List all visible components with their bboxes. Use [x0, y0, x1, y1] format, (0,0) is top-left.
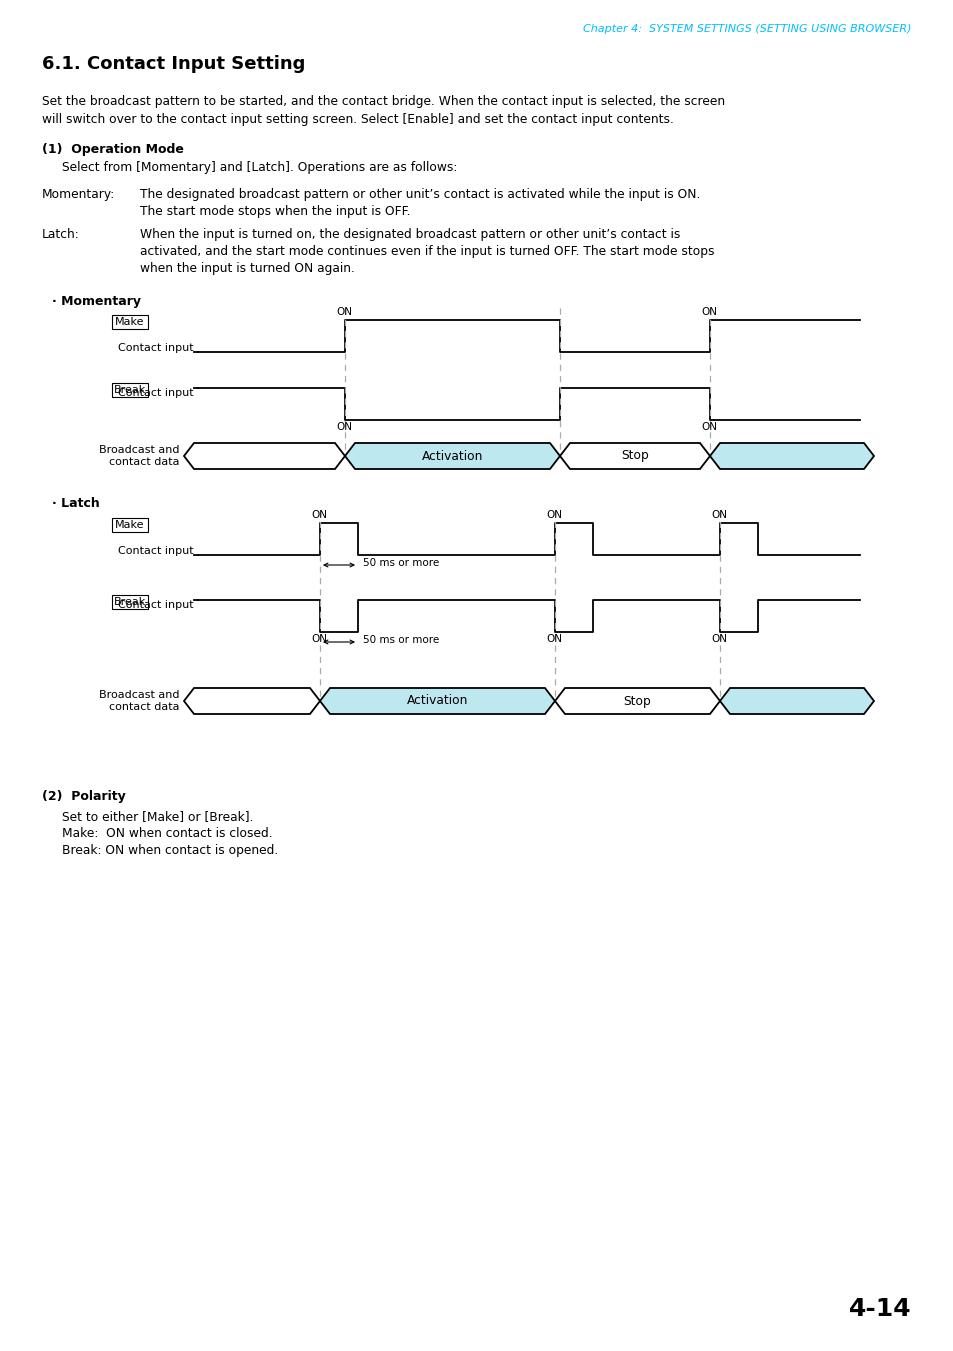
- Text: The start mode stops when the input is OFF.: The start mode stops when the input is O…: [140, 205, 410, 218]
- Text: Stop: Stop: [620, 450, 648, 462]
- FancyBboxPatch shape: [112, 315, 148, 330]
- Text: ON: ON: [700, 307, 717, 317]
- Polygon shape: [555, 688, 720, 713]
- Text: 50 ms or more: 50 ms or more: [363, 558, 438, 567]
- Text: Chapter 4:  SYSTEM SETTINGS (SETTING USING BROWSER): Chapter 4: SYSTEM SETTINGS (SETTING USIN…: [583, 24, 911, 34]
- Text: Activation: Activation: [406, 694, 468, 708]
- Text: Break: ON when contact is opened.: Break: ON when contact is opened.: [62, 844, 278, 857]
- Text: Stop: Stop: [623, 694, 651, 708]
- Text: will switch over to the contact input setting screen. Select [Enable] and set th: will switch over to the contact input se…: [42, 113, 673, 126]
- Text: ON: ON: [545, 634, 561, 644]
- Text: Momentary:: Momentary:: [42, 188, 115, 201]
- Text: ON: ON: [311, 634, 327, 644]
- Text: Broadcast and
contact data: Broadcast and contact data: [99, 690, 180, 712]
- Text: 6.1. Contact Input Setting: 6.1. Contact Input Setting: [42, 55, 305, 73]
- Polygon shape: [184, 443, 345, 469]
- FancyBboxPatch shape: [112, 382, 148, 397]
- Text: Select from [Momentary] and [Latch]. Operations are as follows:: Select from [Momentary] and [Latch]. Ope…: [62, 161, 456, 174]
- Text: When the input is turned on, the designated broadcast pattern or other unit’s co: When the input is turned on, the designa…: [140, 228, 679, 240]
- Text: Break: Break: [113, 385, 146, 394]
- Text: Set the broadcast pattern to be started, and the contact bridge. When the contac: Set the broadcast pattern to be started,…: [42, 95, 724, 108]
- Text: Broadcast and
contact data: Broadcast and contact data: [99, 446, 180, 467]
- Text: Contact input: Contact input: [118, 600, 193, 611]
- Text: Contact input: Contact input: [118, 388, 193, 399]
- Polygon shape: [319, 688, 555, 713]
- Text: · Latch: · Latch: [52, 497, 100, 509]
- Text: (1)  Operation Mode: (1) Operation Mode: [42, 143, 184, 155]
- Text: 4-14: 4-14: [848, 1297, 911, 1321]
- Polygon shape: [720, 688, 873, 713]
- Text: Make: Make: [115, 520, 145, 530]
- Text: Activation: Activation: [421, 450, 482, 462]
- Text: Contact input: Contact input: [118, 546, 193, 557]
- Text: Latch:: Latch:: [42, 228, 80, 240]
- Text: ON: ON: [710, 634, 726, 644]
- Text: 50 ms or more: 50 ms or more: [363, 635, 438, 644]
- Text: The designated broadcast pattern or other unit’s contact is activated while the : The designated broadcast pattern or othe…: [140, 188, 700, 201]
- Polygon shape: [559, 443, 709, 469]
- Text: Make:  ON when contact is closed.: Make: ON when contact is closed.: [62, 827, 273, 840]
- Text: Set to either [Make] or [Break].: Set to either [Make] or [Break].: [62, 811, 253, 823]
- Text: ON: ON: [311, 509, 327, 520]
- FancyBboxPatch shape: [112, 594, 148, 609]
- FancyBboxPatch shape: [112, 517, 148, 532]
- Text: ON: ON: [710, 509, 726, 520]
- Text: activated, and the start mode continues even if the input is turned OFF. The sta: activated, and the start mode continues …: [140, 245, 714, 258]
- Text: (2)  Polarity: (2) Polarity: [42, 790, 126, 802]
- Text: Make: Make: [115, 317, 145, 327]
- Text: ON: ON: [335, 307, 352, 317]
- Text: ON: ON: [545, 509, 561, 520]
- Text: when the input is turned ON again.: when the input is turned ON again.: [140, 262, 355, 276]
- Text: Break: Break: [113, 597, 146, 607]
- Text: ON: ON: [700, 422, 717, 432]
- Text: · Momentary: · Momentary: [52, 295, 141, 308]
- Polygon shape: [345, 443, 559, 469]
- Text: ON: ON: [335, 422, 352, 432]
- Polygon shape: [184, 688, 319, 713]
- Polygon shape: [709, 443, 873, 469]
- Text: Contact input: Contact input: [118, 343, 193, 353]
